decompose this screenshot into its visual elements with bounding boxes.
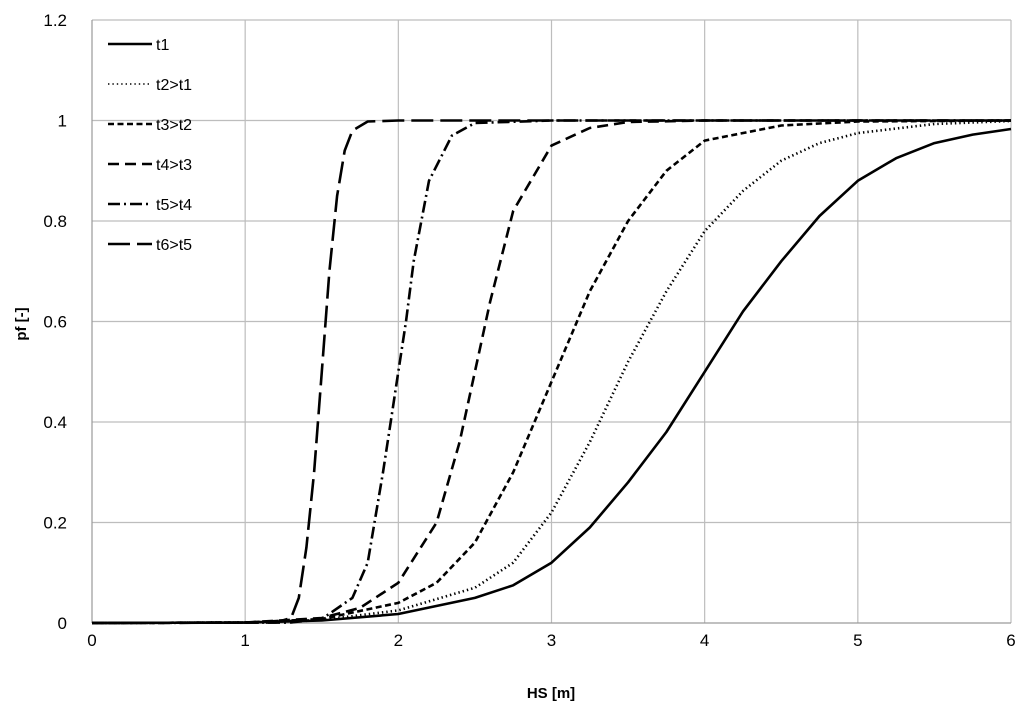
series-line-t4-t3 [91,119,1011,625]
legend-label: t4>t3 [156,157,192,174]
x-tick-label: 4 [700,631,709,650]
y-tick-label: 1 [58,112,67,131]
y-tick-label: 0 [58,614,67,633]
legend: t1 t2>t1 t3>t2 t4>t3 t5>t4 t6>t5 [108,37,192,254]
series-group [91,119,1012,625]
series-line-t6-t5 [91,119,1011,625]
x-tick-labels: 0 1 2 3 4 5 6 [87,631,1015,650]
x-tick-label: 5 [853,631,862,650]
legend-item: t3>t2 [108,117,192,134]
y-tick-labels: 0 0.2 0.4 0.6 0.8 1 1.2 [43,11,67,633]
legend-item: t5>t4 [108,197,192,214]
y-tick-label: 0.2 [43,514,67,533]
series-line-t2-t1 [91,119,1012,625]
series-line-t5-t4 [91,119,1011,625]
legend-label: t1 [156,37,169,54]
x-tick-label: 3 [547,631,556,650]
legend-label: t6>t5 [156,237,192,254]
y-tick-label: 0.6 [43,313,67,332]
y-tick-label: 1.2 [43,11,67,30]
x-tick-label: 1 [240,631,249,650]
series-line-t1 [91,127,1012,625]
y-tick-label: 0.4 [43,413,67,432]
legend-item: t6>t5 [108,237,192,254]
series-line-t3-t2 [91,119,1012,625]
legend-label: t2>t1 [156,77,192,94]
grid [92,19,1012,623]
x-tick-label: 0 [87,631,96,650]
legend-item: t2>t1 [108,77,192,94]
legend-label: t3>t2 [156,117,192,134]
y-axis-title: pf [-] [13,307,30,340]
y-tick-label: 0.8 [43,212,67,231]
x-axis-title: HS [m] [527,685,575,702]
legend-label: t5>t4 [156,197,192,214]
legend-item: t4>t3 [108,157,192,174]
x-tick-label: 6 [1006,631,1015,650]
legend-item: t1 [108,37,169,54]
x-tick-label: 2 [394,631,403,650]
